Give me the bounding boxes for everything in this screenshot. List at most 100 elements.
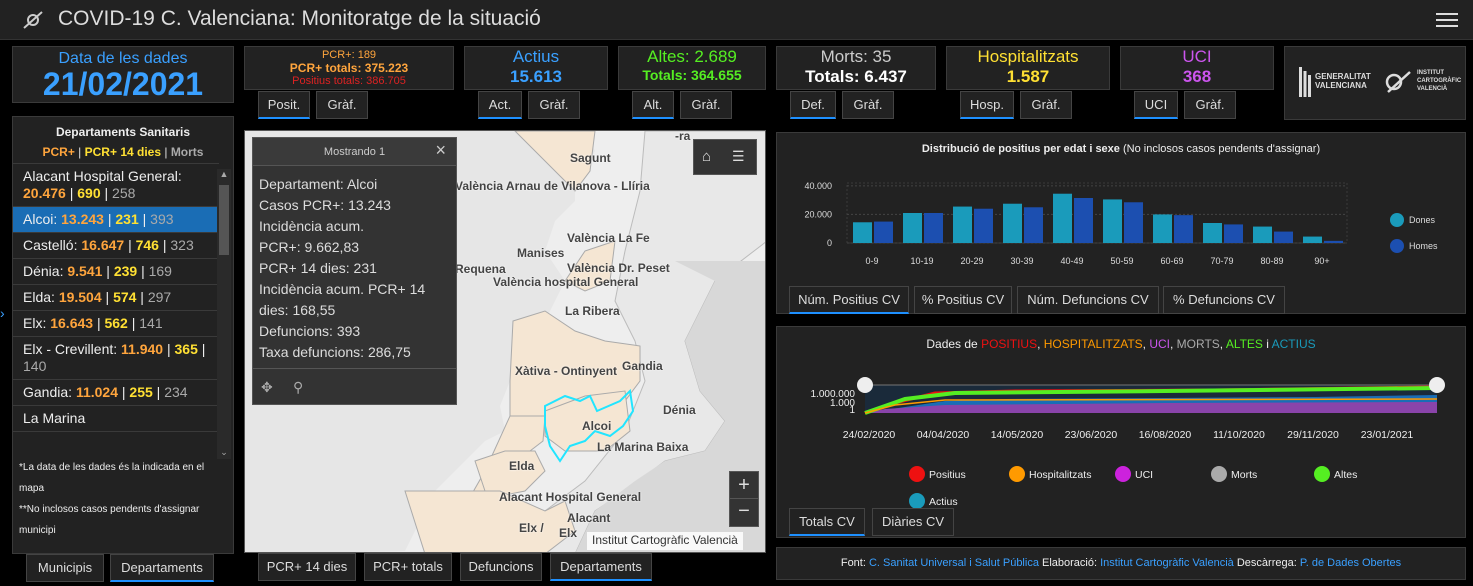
series-chart-tab[interactable]: Diàries CV	[872, 508, 954, 536]
move-icon[interactable]: ✥	[261, 379, 273, 395]
legend-hospitalitzats-swatch[interactable]	[1009, 466, 1025, 482]
map-tab[interactable]: Defuncions	[460, 553, 542, 581]
legend-uci[interactable]: UCI	[1135, 469, 1153, 481]
bar-homes[interactable]	[924, 213, 943, 243]
map-label: Alcoi	[582, 419, 612, 433]
popup: Mostrando 1 × Departament: Alcoi Casos PC…	[252, 137, 457, 405]
series-chart-tab[interactable]: Totals CV	[789, 508, 865, 536]
map-tab[interactable]: PCR+ totals	[364, 553, 452, 581]
zoom-controls: + −	[729, 471, 759, 527]
title-uci: UCI	[1149, 337, 1170, 351]
dept-sep: |	[136, 289, 148, 305]
legend-actius[interactable]: Actius	[929, 496, 958, 508]
legend-altes-swatch[interactable]	[1314, 466, 1330, 482]
dept-morts: 234	[164, 384, 188, 400]
bar-dones[interactable]	[1203, 223, 1222, 243]
map-toolbar: ⌂ ☰	[693, 139, 757, 175]
list-item[interactable]: Elx: 16.643 | 562 | 141	[13, 311, 219, 337]
tab-positius-graf[interactable]: Gràf.	[316, 91, 368, 119]
tab-uci-graf[interactable]: Gràf.	[1184, 91, 1236, 119]
bar-dones[interactable]	[1053, 193, 1072, 243]
bar-homes[interactable]	[1174, 215, 1193, 243]
legend-altes[interactable]: Altes	[1334, 469, 1357, 481]
tab-actius[interactable]: Act.	[478, 91, 522, 119]
dept-name: Dénia:	[23, 263, 68, 279]
bar-dones[interactable]	[1303, 236, 1322, 243]
zoom-out-icon[interactable]: −	[738, 500, 750, 522]
range-handle-end[interactable]	[1429, 377, 1445, 393]
bar-homes[interactable]	[1274, 231, 1293, 243]
scroll-up-icon[interactable]: ▲	[219, 169, 229, 179]
list-item[interactable]: Castelló: 16.647 | 746 | 323	[13, 233, 219, 259]
close-icon[interactable]: ×	[435, 140, 446, 160]
age-chart-tab[interactable]: Núm. Defuncions CV	[1017, 286, 1159, 314]
list-item[interactable]: Gandia: 11.024 | 255 | 234	[13, 380, 219, 406]
bar-dones[interactable]	[853, 222, 872, 243]
legend-positius-swatch[interactable]	[909, 466, 925, 482]
layer-list-icon[interactable]: ☰	[732, 148, 745, 164]
age-chart-tab[interactable]: % Defuncions CV	[1163, 286, 1285, 314]
map-label: Manises	[517, 246, 565, 260]
range-handle-start[interactable]	[857, 377, 873, 393]
zoom-in-icon[interactable]: +	[730, 472, 758, 499]
bar-homes[interactable]	[1024, 207, 1043, 243]
list-item[interactable]: Elda: 19.504 | 574 | 297	[13, 285, 219, 311]
bar-dones[interactable]	[1153, 214, 1172, 243]
tab-hosp-graf[interactable]: Gràf.	[1020, 91, 1072, 119]
list-item[interactable]: Elx - Crevillent: 11.940 | 365 | 140	[13, 337, 219, 380]
tab-municipis[interactable]: Municipis	[26, 554, 104, 582]
tab-hosp[interactable]: Hosp.	[960, 91, 1014, 119]
footer-text: Font:	[840, 557, 869, 569]
hamburger-menu-icon[interactable]	[1436, 9, 1458, 29]
age-chart-tab[interactable]: Núm. Positius CV	[789, 286, 909, 314]
bar-homes[interactable]	[1224, 224, 1243, 243]
popup-line: Defuncions: 393	[259, 323, 361, 339]
bar-homes[interactable]	[874, 221, 893, 243]
list-item[interactable]: Dénia: 9.541 | 239 | 169	[13, 259, 219, 285]
tab-altes[interactable]: Alt.	[632, 91, 674, 119]
legend-actius-swatch[interactable]	[909, 493, 925, 509]
map-tab[interactable]: PCR+ 14 dies	[258, 553, 356, 581]
list-scrollbar[interactable]: ▲ ⌄	[217, 169, 231, 459]
bar-dones[interactable]	[1003, 203, 1022, 243]
title-sep: ,	[1170, 337, 1177, 351]
collapse-arrow-icon[interactable]: ›	[0, 305, 5, 321]
dept-pcr14: 690	[77, 185, 101, 201]
tab-departaments[interactable]: Departaments	[110, 554, 214, 582]
legend-uci-swatch[interactable]	[1115, 466, 1131, 482]
bar-dones[interactable]	[953, 206, 972, 243]
tab-altes-graf[interactable]: Gràf.	[680, 91, 732, 119]
tab-actius-graf[interactable]: Gràf.	[528, 91, 580, 119]
bar-homes[interactable]	[1324, 240, 1343, 243]
bar-dones[interactable]	[1253, 226, 1272, 243]
legend-hospitalitzats[interactable]: Hospitalitzats	[1029, 469, 1091, 481]
list-item[interactable]: Alacant Hospital General: 20.476 | 690 |…	[13, 164, 219, 207]
footer-link-dades[interactable]: P. de Dades Obertes	[1299, 557, 1402, 569]
bar-dones[interactable]	[903, 213, 922, 243]
tab-defuncions-graf[interactable]: Gràf.	[842, 91, 894, 119]
list-item[interactable]: Alcoi: 13.243 | 231 | 393	[13, 207, 219, 233]
age-chart-tab[interactable]: % Positius CV	[914, 286, 1012, 314]
zoom-to-icon[interactable]: ⚲	[293, 379, 304, 395]
x-tick-label: 14/05/2020	[991, 429, 1044, 441]
list-item[interactable]: La Marina	[13, 406, 219, 432]
map-tab[interactable]: Departaments	[550, 553, 652, 581]
bar-homes[interactable]	[974, 208, 993, 243]
bar-homes[interactable]	[1124, 202, 1143, 243]
scroll-thumb[interactable]	[219, 185, 229, 255]
tab-defuncions[interactable]: Def.	[790, 91, 836, 119]
home-icon[interactable]: ⌂	[702, 148, 712, 165]
legend-positius[interactable]: Positius	[929, 469, 966, 481]
map-label: Dénia	[663, 403, 696, 417]
bar-homes[interactable]	[1074, 198, 1093, 243]
legend-morts[interactable]: Morts	[1231, 469, 1257, 481]
footer-link-icv[interactable]: Institut Cartogràfic Valencià	[1100, 557, 1234, 569]
title-part: Dades de	[926, 337, 982, 351]
tab-positius[interactable]: Posit.	[258, 91, 310, 119]
bar-dones[interactable]	[1103, 199, 1122, 243]
tab-uci[interactable]: UCI	[1134, 91, 1178, 119]
scroll-down-icon[interactable]: ⌄	[220, 447, 228, 457]
departments-list[interactable]: Alacant Hospital General: 20.476 | 690 |…	[13, 163, 219, 453]
footer-link-sanitat[interactable]: C. Sanitat Universal i Salut Pública	[868, 557, 1039, 569]
legend-morts-swatch[interactable]	[1211, 466, 1227, 482]
